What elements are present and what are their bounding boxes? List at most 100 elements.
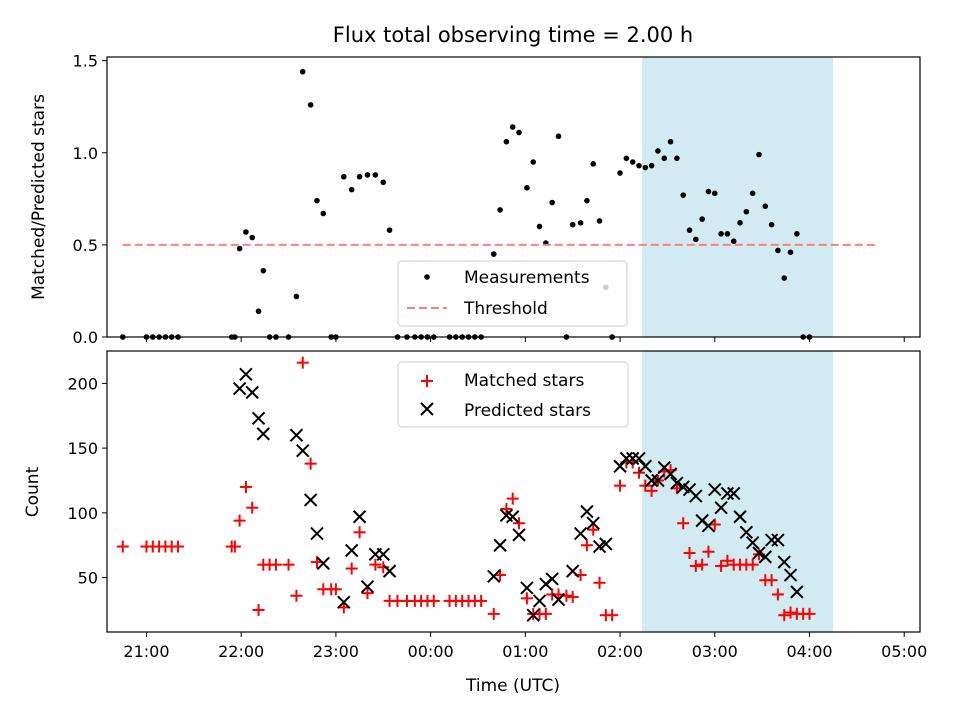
predicted-marker-stroke-b <box>526 608 540 622</box>
ratio-panel: Flux total observing time = 2.00 h 0.00.… <box>29 23 921 347</box>
count-x-tick-label: 21:00 <box>123 642 169 661</box>
predicted-star-marker <box>344 543 359 558</box>
predicted-star-marker <box>720 486 735 501</box>
ratio-highlight-span <box>642 57 834 337</box>
measurement-point <box>718 231 724 237</box>
measurement-point <box>584 197 590 204</box>
matched-star-marker <box>587 523 600 536</box>
count-marks-layer <box>116 356 816 622</box>
count-x-tick-label: 23:00 <box>313 642 359 661</box>
predicted-star-marker <box>493 538 507 552</box>
predicted-marker-stroke-b <box>613 459 627 473</box>
measurement-point <box>655 148 661 154</box>
measurement-point <box>340 173 347 180</box>
ratio-y-tick-label: 0.0 <box>73 328 98 347</box>
measurement-point <box>775 247 781 254</box>
predicted-marker-stroke-b <box>360 579 375 594</box>
measurement-point <box>243 229 249 235</box>
measurement-point <box>386 227 393 233</box>
predicted-star-marker <box>599 537 613 551</box>
measurement-point <box>516 129 522 136</box>
ratio-y-ticks: 0.0 0.5 1.0 1.5 <box>73 52 107 347</box>
measurement-point <box>549 199 555 206</box>
matched-star-marker <box>487 607 500 620</box>
measurement-point <box>794 231 800 237</box>
matched-star-marker <box>246 501 259 514</box>
measurement-point <box>307 102 314 108</box>
predicted-star-marker <box>316 556 330 571</box>
predicted-star-marker <box>714 500 728 515</box>
legend-matched-label: Matched stars <box>464 371 584 391</box>
predicted-marker-stroke-b <box>752 546 766 560</box>
ratio-y-tick-label: 1.0 <box>73 144 98 163</box>
predicted-marker-stroke-b <box>708 482 722 497</box>
predicted-marker-stroke-b <box>580 504 594 519</box>
count-x-tick-label: 04:00 <box>786 642 832 661</box>
measurement-point <box>348 186 355 193</box>
predicted-marker-stroke-b <box>316 556 330 571</box>
predicted-marker-stroke-b <box>344 543 359 558</box>
predicted-star-marker <box>580 504 594 519</box>
predicted-star-marker <box>689 489 703 503</box>
predicted-star-marker <box>752 546 766 560</box>
predicted-marker-stroke-b <box>670 476 684 490</box>
predicted-star-marker <box>487 569 501 584</box>
ratio-y-tick-label: 1.5 <box>73 52 98 71</box>
predicted-star-marker <box>764 533 779 547</box>
ratio-legend: Measurements Threshold <box>397 260 628 327</box>
ratio-highlight-span-layer <box>642 57 834 337</box>
predicted-marker-stroke-b <box>586 516 600 530</box>
predicted-star-marker <box>251 411 266 426</box>
matched-star-marker <box>345 562 358 575</box>
measurement-point <box>596 218 603 224</box>
measurement-point <box>260 267 267 274</box>
measurement-point <box>762 203 769 210</box>
measurement-point <box>509 124 516 130</box>
predicted-star-marker <box>739 525 754 539</box>
count-x-tick-label: 03:00 <box>692 642 738 661</box>
count-legend-box <box>397 361 629 428</box>
predicted-star-marker <box>532 594 547 608</box>
predicted-marker-stroke-b <box>758 550 773 564</box>
predicted-star-marker <box>613 459 627 473</box>
measurement-point <box>569 221 576 228</box>
predicted-marker-stroke-b <box>303 493 318 507</box>
predicted-marker-stroke-b <box>239 367 253 382</box>
measurement-point <box>686 227 693 233</box>
predicted-marker-stroke-b <box>251 411 266 426</box>
measurement-point <box>555 133 562 140</box>
predicted-star-marker <box>545 572 559 586</box>
predicted-star-marker <box>289 428 304 442</box>
predicted-marker-stroke-b <box>599 537 613 551</box>
matched-star-marker <box>282 558 295 571</box>
predicted-marker-stroke-b <box>289 428 304 442</box>
predicted-marker-stroke-b <box>487 569 501 584</box>
matched-star-marker <box>369 558 382 571</box>
predicted-star-marker <box>512 528 526 542</box>
measurement-point <box>636 162 642 169</box>
matched-star-marker <box>566 591 579 604</box>
matched-star-marker <box>228 540 241 553</box>
measurement-point <box>617 170 623 176</box>
predicted-star-marker <box>239 367 253 382</box>
predicted-star-marker <box>382 564 397 578</box>
predicted-marker-stroke-b <box>689 489 703 503</box>
predicted-marker-stroke-b <box>720 486 735 501</box>
matched-star-marker <box>677 517 690 530</box>
predicted-marker-stroke-b <box>663 467 678 481</box>
predicted-star-marker <box>663 467 678 481</box>
matched-star-marker <box>252 603 265 616</box>
legend-measurements-label: Measurements <box>464 268 590 288</box>
predicted-star-marker <box>670 476 684 490</box>
predicted-star-marker <box>245 385 259 400</box>
matched-star-marker <box>513 517 526 530</box>
measurement-point <box>629 159 636 165</box>
predicted-marker-stroke-b <box>771 533 785 547</box>
predicted-star-marker <box>790 585 804 599</box>
matched-star-marker <box>702 545 715 558</box>
predicted-star-marker <box>520 581 534 595</box>
predicted-marker-stroke-b <box>493 538 507 552</box>
measurement-point <box>236 245 243 252</box>
matched-star-marker <box>683 547 696 560</box>
count-y-tick-label: 50 <box>78 569 98 588</box>
